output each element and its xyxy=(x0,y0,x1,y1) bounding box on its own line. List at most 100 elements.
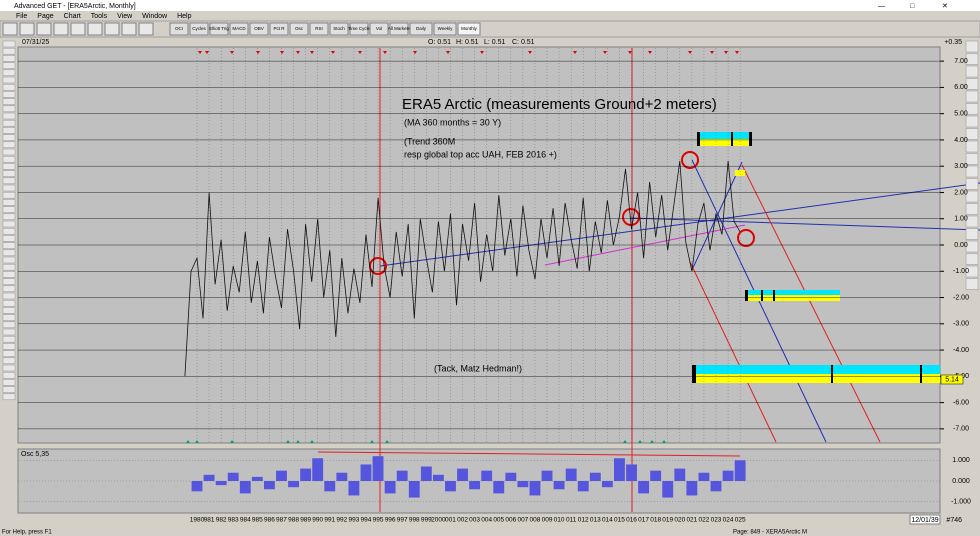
side-tool[interactable] xyxy=(2,299,16,307)
side-tool[interactable] xyxy=(2,393,16,401)
side-tool[interactable] xyxy=(2,98,16,105)
side-tool[interactable] xyxy=(2,112,16,120)
toolbar-button[interactable] xyxy=(457,22,481,36)
side-tool[interactable] xyxy=(965,165,979,178)
side-tool[interactable] xyxy=(965,65,979,78)
side-tool[interactable] xyxy=(2,199,16,206)
toolbar-button[interactable] xyxy=(169,22,189,36)
side-tool[interactable] xyxy=(2,379,16,386)
tool-icon[interactable] xyxy=(19,22,35,36)
side-tool[interactable] xyxy=(2,371,16,379)
side-tool[interactable] xyxy=(2,40,16,48)
toolbar-button[interactable] xyxy=(369,22,389,36)
menu-item[interactable]: Chart xyxy=(64,13,81,20)
side-tool[interactable] xyxy=(2,184,16,192)
side-tool[interactable] xyxy=(2,134,16,141)
side-tool[interactable] xyxy=(965,140,979,153)
toolbar-button[interactable] xyxy=(249,22,269,36)
side-tool[interactable] xyxy=(2,177,16,185)
menu-item[interactable]: Tools xyxy=(91,13,108,20)
side-tool[interactable] xyxy=(2,278,16,285)
side-tool[interactable] xyxy=(2,364,16,372)
minimize[interactable]: — xyxy=(878,3,885,10)
side-tool[interactable] xyxy=(2,206,16,213)
side-tool[interactable] xyxy=(2,314,16,321)
side-tool[interactable] xyxy=(2,191,16,199)
side-tool[interactable] xyxy=(2,343,16,350)
tool-icon[interactable] xyxy=(36,22,52,36)
toolbar-button[interactable] xyxy=(229,22,249,36)
side-tool[interactable] xyxy=(2,235,16,242)
menu-item[interactable]: Window xyxy=(142,13,168,20)
side-tool[interactable] xyxy=(965,203,979,215)
side-tool[interactable] xyxy=(2,127,16,134)
tool-icon[interactable] xyxy=(138,22,154,36)
side-tool[interactable] xyxy=(2,220,16,228)
side-tool[interactable] xyxy=(2,55,16,62)
menu-item[interactable]: Page xyxy=(37,13,53,20)
side-tool[interactable] xyxy=(965,190,979,203)
side-tool[interactable] xyxy=(2,350,16,357)
side-tool[interactable] xyxy=(2,69,16,77)
side-tool[interactable] xyxy=(965,178,979,190)
side-tool[interactable] xyxy=(2,271,16,278)
side-tool[interactable] xyxy=(965,53,979,65)
side-tool[interactable] xyxy=(2,148,16,156)
side-tool[interactable] xyxy=(2,91,16,98)
toolbar-button[interactable] xyxy=(349,22,369,36)
side-tool[interactable] xyxy=(965,265,979,278)
tool-icon[interactable] xyxy=(70,22,86,36)
toolbar-button[interactable] xyxy=(329,22,349,36)
side-tool[interactable] xyxy=(2,62,16,69)
side-tool[interactable] xyxy=(965,90,979,103)
side-tool[interactable] xyxy=(2,263,16,271)
side-tool[interactable] xyxy=(2,292,16,300)
menu-item[interactable]: Help xyxy=(177,13,192,20)
side-tool[interactable] xyxy=(2,249,16,257)
side-tool[interactable] xyxy=(965,78,979,90)
side-tool[interactable] xyxy=(2,155,16,163)
tool-icon[interactable] xyxy=(87,22,103,36)
maximize[interactable]: □ xyxy=(910,3,915,10)
side-tool[interactable] xyxy=(2,335,16,343)
side-tool[interactable] xyxy=(2,170,16,177)
toolbar-button[interactable] xyxy=(209,22,229,36)
side-tool[interactable] xyxy=(2,321,16,329)
side-tool[interactable] xyxy=(2,83,16,91)
close[interactable]: ✕ xyxy=(942,3,948,10)
side-tool[interactable] xyxy=(2,256,16,264)
side-tool[interactable] xyxy=(2,242,16,249)
side-tool[interactable] xyxy=(2,47,16,55)
toolbar-button[interactable] xyxy=(289,22,309,36)
side-tool[interactable] xyxy=(965,103,979,115)
side-tool[interactable] xyxy=(2,105,16,113)
menu-item[interactable]: View xyxy=(117,13,133,20)
side-tool[interactable] xyxy=(965,240,979,253)
side-tool[interactable] xyxy=(2,76,16,84)
toolbar-button[interactable] xyxy=(189,22,209,36)
tool-icon[interactable] xyxy=(121,22,137,36)
toolbar-button[interactable] xyxy=(409,22,433,36)
tool-icon[interactable] xyxy=(53,22,69,36)
side-tool[interactable] xyxy=(2,357,16,365)
side-tool[interactable] xyxy=(965,228,979,240)
side-tool[interactable] xyxy=(2,119,16,127)
side-tool[interactable] xyxy=(965,215,979,228)
tool-icon[interactable] xyxy=(2,22,18,36)
toolbar-button[interactable] xyxy=(269,22,289,36)
menu-item[interactable]: File xyxy=(16,13,27,20)
side-tool[interactable] xyxy=(965,40,979,53)
side-tool[interactable] xyxy=(2,285,16,293)
toolbar-button[interactable] xyxy=(309,22,329,36)
side-tool[interactable] xyxy=(965,115,979,128)
toolbar-button[interactable] xyxy=(433,22,457,36)
side-tool[interactable] xyxy=(965,253,979,265)
side-tool[interactable] xyxy=(965,278,979,290)
tool-icon[interactable] xyxy=(104,22,120,36)
side-tool[interactable] xyxy=(2,213,16,221)
side-tool[interactable] xyxy=(2,386,16,393)
side-tool[interactable] xyxy=(965,128,979,140)
side-tool[interactable] xyxy=(965,153,979,165)
side-tool[interactable] xyxy=(2,163,16,170)
side-tool[interactable] xyxy=(2,328,16,336)
